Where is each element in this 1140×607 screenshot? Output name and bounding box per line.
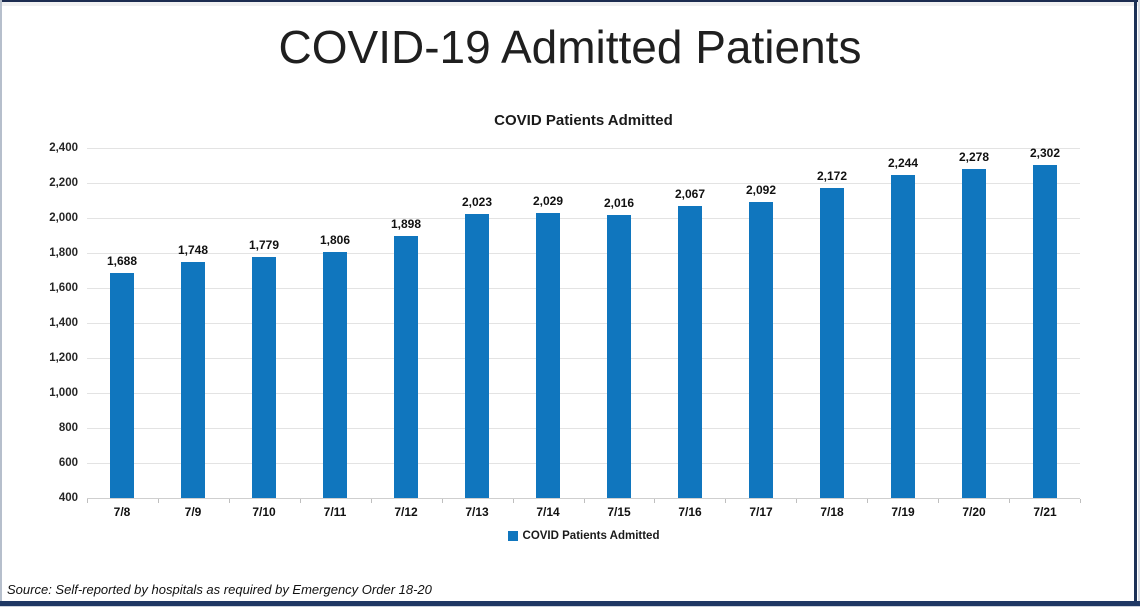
x-axis-tick-mark [938,499,939,503]
bar-value-label: 2,023 [461,195,493,209]
x-axis-tick-mark [229,499,230,503]
x-axis-tick-mark [87,499,88,503]
y-axis-tick-label: 1,800 [49,247,78,259]
gridline [87,218,1080,219]
x-axis-tick-mark [584,499,585,503]
y-axis-tick-label: 800 [58,422,78,434]
bar [678,206,702,498]
x-axis-tick-label: 7/11 [323,505,347,519]
gridline [87,358,1080,359]
x-axis-tick-label: 7/16 [678,505,702,519]
gridline [87,183,1080,184]
y-axis-tick-label: 1,000 [49,387,78,399]
x-axis-tick-mark [654,499,655,503]
x-axis-tick-label: 7/15 [607,505,631,519]
x-axis-tick-mark [725,499,726,503]
y-axis-tick-label: 400 [58,492,78,504]
gridline [87,148,1080,149]
x-axis-tick-label: 7/13 [465,505,489,519]
y-axis-tick-label: 1,400 [49,317,78,329]
legend-swatch [507,531,518,541]
x-axis-tick-label: 7/12 [394,505,418,519]
gridline [87,428,1080,429]
gridline [87,393,1080,394]
top-border-strip [0,2,1140,6]
bar-value-label: 1,806 [319,233,351,247]
y-axis-tick-label: 600 [58,457,78,469]
x-axis-tick-label: 7/19 [891,505,915,519]
right-border-light [1138,0,1140,607]
bar-value-label: 2,302 [1029,146,1061,160]
x-axis-tick-label: 7/18 [820,505,844,519]
bottom-accent-bar [0,601,1140,606]
bar [962,169,986,498]
x-axis-tick-mark [158,499,159,503]
bar [465,214,489,498]
bar [607,215,631,498]
x-axis-tick-mark [1080,499,1081,503]
bar [536,213,560,498]
left-border [0,0,2,607]
legend-label: COVID Patients Admitted [522,530,660,542]
page-title: COVID-19 Admitted Patients [278,21,862,73]
bar-value-label: 2,244 [887,156,919,170]
bar [394,236,418,498]
x-axis-tick-mark [867,499,868,503]
bar [181,262,205,498]
x-axis-tick-label: 7/14 [536,505,560,519]
top-border [0,0,1140,2]
x-axis-tick-mark [513,499,514,503]
bar [1033,165,1057,498]
x-axis-tick-label: 7/21 [1033,505,1057,519]
gridline [87,323,1080,324]
bar-value-label: 1,779 [248,238,280,252]
bar-value-label: 1,688 [106,254,138,268]
x-axis-tick-mark [1009,499,1010,503]
bar-value-label: 2,029 [532,194,564,208]
bar-value-label: 1,898 [390,217,422,231]
y-axis-tick-label: 1,200 [49,352,78,364]
bar-value-label: 1,748 [177,243,209,257]
bar [252,257,276,498]
chart-title: COVID Patients Admitted [494,112,673,129]
x-axis-tick-label: 7/10 [252,505,276,519]
bar-value-label: 2,092 [745,183,777,197]
x-axis-line [87,498,1080,499]
legend: COVID Patients Admitted [87,530,1080,542]
bar [110,273,134,498]
y-axis-tick-label: 2,200 [49,177,78,189]
bar-value-label: 2,172 [816,169,848,183]
bar [891,175,915,498]
y-axis-tick-label: 2,400 [49,142,78,154]
x-axis-tick-mark [300,499,301,503]
bar-value-label: 2,067 [674,187,706,201]
x-axis-tick-label: 7/9 [184,505,202,519]
y-axis-tick-label: 2,000 [49,212,78,224]
x-axis-tick-label: 7/20 [962,505,986,519]
source-note: Source: Self-reported by hospitals as re… [7,582,432,597]
y-axis-tick-label: 1,600 [49,282,78,294]
bar-value-label: 2,016 [603,196,635,210]
gridline [87,463,1080,464]
gridline [87,253,1080,254]
x-axis-tick-mark [442,499,443,503]
bar-value-label: 2,278 [958,150,990,164]
bar [820,188,844,498]
x-axis-tick-mark [796,499,797,503]
right-border [1134,0,1137,607]
x-axis-tick-label: 7/17 [749,505,773,519]
x-axis-tick-mark [371,499,372,503]
gridline [87,288,1080,289]
x-axis-tick-label: 7/8 [113,505,131,519]
bar [749,202,773,498]
bar [323,252,347,498]
